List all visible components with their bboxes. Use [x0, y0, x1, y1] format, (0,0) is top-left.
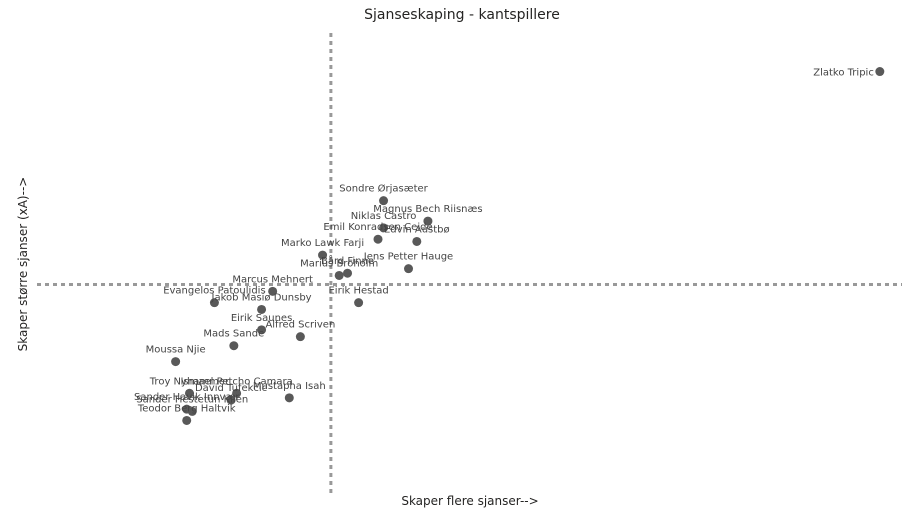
data-point[interactable]	[226, 395, 236, 405]
data-label: Mustapha Isah	[253, 381, 326, 392]
data-label: Teodor Berg Haltvik	[137, 403, 236, 414]
data-label: Bård Finne	[321, 254, 374, 267]
data-point[interactable]	[295, 332, 305, 342]
data-point[interactable]	[182, 415, 192, 425]
data-point[interactable]	[171, 357, 181, 367]
data-point[interactable]	[334, 270, 344, 280]
data-label: David Tufekcic	[195, 383, 267, 394]
data-label: Eirik Saunes	[231, 313, 292, 324]
data-label: Marko Lawk Farji	[281, 238, 364, 249]
data-labels: Zlatko Tripic Sondre Ørjasæter Magnus Bech…	[134, 68, 874, 415]
data-point[interactable]	[379, 196, 389, 206]
data-point[interactable]	[209, 298, 219, 308]
data-point[interactable]	[379, 223, 389, 233]
data-point[interactable]	[373, 234, 383, 244]
data-label: Emil Konradsen Ceide	[323, 222, 432, 233]
data-point[interactable]	[412, 236, 422, 246]
data-label: Jens Petter Hauge	[363, 252, 453, 263]
data-label: Troy Nyhammer	[149, 376, 230, 387]
data-point[interactable]	[184, 388, 194, 398]
data-label: Marcus Mehnert	[232, 274, 313, 285]
data-label: Mads Sande	[203, 329, 264, 340]
data-label: Alfred Scriven	[265, 320, 335, 331]
y-axis-label: Skaper større sjanser (xA)-->	[16, 177, 30, 352]
data-point[interactable]	[257, 304, 267, 314]
data-point[interactable]	[318, 250, 328, 260]
data-label: Evangelos Patoulidis	[163, 286, 265, 297]
data-label: Eirik Hestad	[328, 286, 388, 297]
x-axis-label: Skaper flere sjanser-->	[401, 494, 538, 508]
data-point[interactable]	[404, 264, 414, 274]
data-point[interactable]	[257, 325, 267, 335]
data-point[interactable]	[875, 67, 885, 77]
data-point[interactable]	[229, 341, 239, 351]
data-point[interactable]	[423, 216, 433, 226]
data-label: Edvin Austbø	[384, 224, 450, 235]
data-label: Ismael Petcho Camara	[180, 376, 292, 387]
data-label: Marius Broholm	[300, 258, 378, 269]
data-points	[171, 67, 885, 425]
chart-title: Sjanseskaping - kantspillere	[364, 7, 560, 23]
data-label: Niklas Castro	[351, 211, 417, 222]
data-label: Magnus Bech Riisnæs	[373, 204, 482, 215]
data-label: Sander Havik Innvær	[134, 392, 240, 403]
data-label: Sander Hestetun Kilen	[136, 394, 248, 405]
data-label: Moussa Njie	[146, 345, 206, 356]
data-point[interactable]	[268, 286, 278, 296]
data-label: Sondre Ørjasæter	[339, 183, 428, 195]
data-point[interactable]	[343, 268, 353, 278]
data-point[interactable]	[354, 298, 364, 308]
data-point[interactable]	[182, 404, 192, 414]
data-label: Jakob Masiø Dunsby	[211, 292, 312, 303]
data-point[interactable]	[284, 393, 294, 403]
data-label: Zlatko Tripic	[813, 68, 874, 79]
data-point[interactable]	[232, 388, 242, 398]
